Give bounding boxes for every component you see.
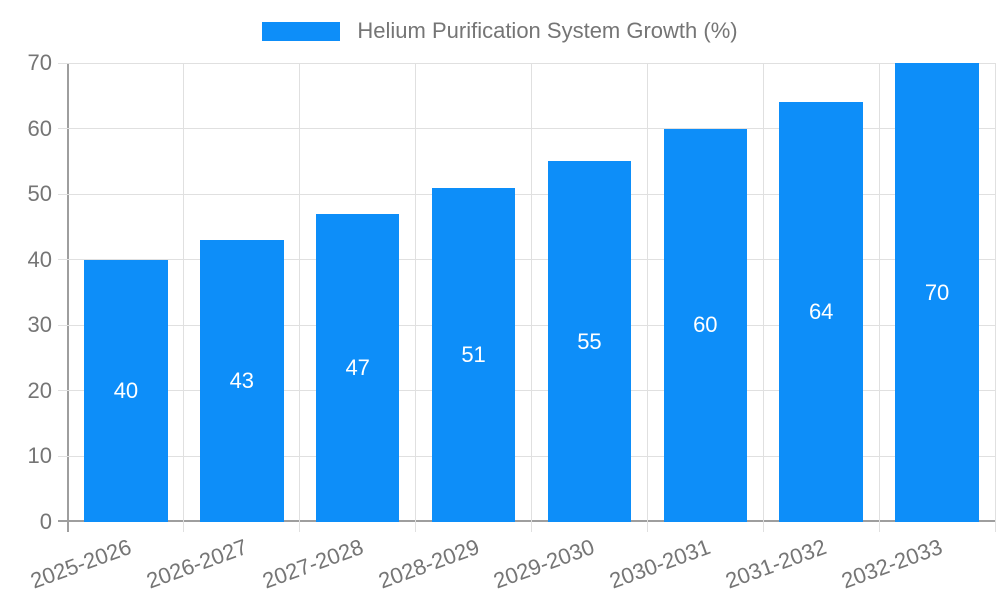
x-tick-label: 2032-2033 bbox=[838, 534, 946, 594]
y-tick-label: 60 bbox=[27, 115, 52, 141]
bar-value-label: 47 bbox=[345, 354, 370, 380]
bar[interactable] bbox=[84, 259, 168, 522]
bar-value-label: 64 bbox=[808, 299, 834, 325]
gridline-vertical bbox=[183, 63, 185, 532]
bar[interactable] bbox=[431, 187, 516, 522]
x-tick-label: 2028-2029 bbox=[374, 534, 483, 594]
gridline-vertical bbox=[878, 63, 880, 532]
y-tick-label: 70 bbox=[27, 50, 52, 75]
y-tick-label: 30 bbox=[27, 312, 52, 338]
gridline-vertical bbox=[646, 63, 648, 532]
gridline-horizontal bbox=[58, 62, 995, 64]
gridline-horizontal bbox=[58, 193, 995, 195]
bar-value-label: 60 bbox=[693, 312, 718, 338]
bar[interactable] bbox=[200, 240, 284, 522]
legend[interactable]: Helium Purification System Growth (%) bbox=[0, 18, 1000, 44]
y-tick-label: 10 bbox=[27, 443, 52, 469]
y-axis-line bbox=[67, 63, 69, 532]
y-tick-label: 20 bbox=[27, 377, 52, 403]
gridline-vertical bbox=[299, 63, 301, 532]
gridline-horizontal bbox=[58, 128, 995, 130]
y-tick-label: 0 bbox=[39, 509, 52, 534]
x-tick-label: 2027-2028 bbox=[258, 534, 367, 594]
bar[interactable] bbox=[315, 213, 400, 522]
gridline-vertical bbox=[994, 63, 996, 532]
gridline-horizontal bbox=[58, 390, 995, 392]
plot-area: 0 10 20 30 40 50 60 70 40 2025-2026 43 2026-2027 47 2… bbox=[27, 51, 996, 593]
bar-value-label: 40 bbox=[113, 377, 139, 403]
x-tick-label: 2026-2027 bbox=[142, 534, 251, 594]
legend-swatch-icon bbox=[262, 21, 341, 41]
gridline-horizontal bbox=[58, 324, 995, 326]
gridline-vertical bbox=[531, 63, 532, 532]
gridline-horizontal bbox=[58, 455, 995, 457]
gridline-vertical bbox=[415, 63, 417, 532]
y-tick-label: 50 bbox=[27, 181, 52, 207]
y-tick-label: 40 bbox=[27, 246, 52, 272]
gridline-horizontal bbox=[58, 259, 995, 261]
bar[interactable] bbox=[547, 161, 632, 522]
legend-label: Helium Purification System Growth (%) bbox=[357, 18, 738, 43]
bar[interactable] bbox=[895, 63, 979, 522]
x-axis-line bbox=[58, 520, 995, 522]
x-tick-label: 2031-2032 bbox=[722, 534, 830, 594]
bar-value-label: 43 bbox=[229, 368, 255, 394]
bar[interactable] bbox=[663, 128, 748, 522]
x-tick-label: 2025-2026 bbox=[27, 534, 135, 594]
gridline-vertical bbox=[762, 63, 764, 532]
bar-value-label: 55 bbox=[577, 328, 602, 354]
bar[interactable] bbox=[779, 102, 863, 522]
bar-value-label: 51 bbox=[461, 341, 486, 367]
x-tick-label: 2030-2031 bbox=[606, 534, 714, 594]
x-tick-label: 2029-2030 bbox=[490, 534, 598, 594]
bar-value-label: 70 bbox=[924, 279, 950, 305]
